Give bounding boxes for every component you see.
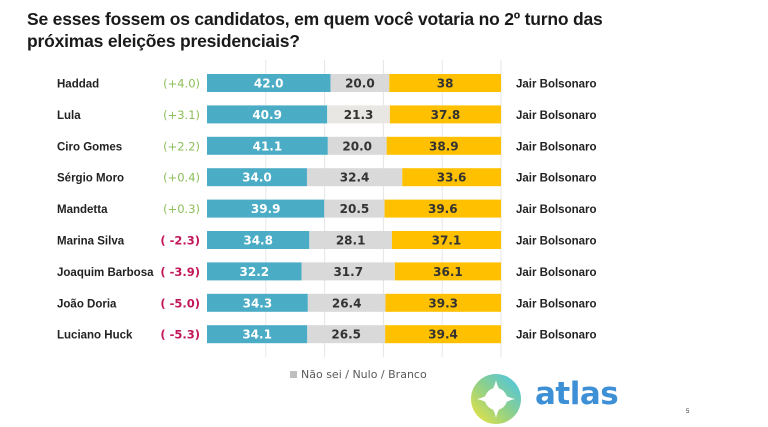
atlas-logo-icon (471, 374, 521, 424)
data-label: 40.9 (252, 108, 282, 122)
opponent-label: Jair Bolsonaro (516, 236, 597, 248)
bar-bolsonaro (402, 168, 501, 187)
data-label: 26.5 (331, 328, 361, 342)
bar-undecided (309, 231, 392, 249)
bar-bolsonaro (385, 293, 501, 312)
candidate-label: Ciro Gomes (57, 141, 122, 153)
delta-label: ( -3.9) (160, 265, 200, 279)
data-label: 34.3 (243, 296, 273, 310)
legend: Não sei / Nulo / Branco (290, 368, 427, 381)
page-number: 5 (686, 409, 690, 415)
bar-bolsonaro (385, 325, 501, 344)
delta-label: (+2.2) (163, 139, 200, 153)
candidate-label: Lula (57, 110, 81, 122)
opponent-label: Jair Bolsonaro (516, 204, 597, 216)
bar-candidate (207, 136, 328, 155)
chart-title: Se esses fossem os candidatos, em quem v… (27, 9, 603, 51)
bar-candidate (207, 105, 328, 124)
bar-undecided (306, 168, 403, 187)
bar-candidate (207, 199, 325, 218)
bar-undecided (301, 262, 395, 281)
data-label: 34.1 (242, 328, 272, 342)
bar-candidate (207, 74, 331, 92)
candidate-label: Mandetta (57, 204, 108, 216)
data-label: 38.9 (429, 139, 459, 153)
bar-candidate (207, 325, 308, 344)
data-label: 39.4 (428, 328, 458, 342)
delta-label: (+4.0) (163, 77, 200, 91)
bar-bolsonaro (391, 231, 501, 249)
data-label: 32.2 (240, 265, 270, 279)
legend-swatch-nao-sei (290, 371, 297, 378)
data-label: 34.8 (243, 234, 273, 248)
bar-bolsonaro (389, 74, 501, 92)
delta-label: ( -5.3) (160, 328, 200, 342)
bar-candidate (207, 293, 308, 312)
opponent-label: Jair Bolsonaro (516, 79, 597, 91)
opponent-label: Jair Bolsonaro (516, 141, 597, 153)
legend-label: Não sei / Nulo / Branco (301, 368, 427, 381)
data-label: 41.1 (253, 139, 283, 153)
bar-undecided (307, 325, 386, 344)
bar-bolsonaro (384, 199, 501, 218)
opponent-label: Jair Bolsonaro (516, 110, 597, 122)
bar-candidate (207, 231, 310, 249)
opponent-label: Jair Bolsonaro (516, 173, 597, 185)
delta-label: ( -5.0) (160, 296, 200, 310)
candidate-label: João Doria (57, 298, 117, 310)
data-label: 37.8 (431, 108, 461, 122)
bar-undecided (324, 199, 385, 218)
data-label: 36.1 (433, 265, 463, 279)
data-label: 38 (437, 77, 454, 91)
data-label: 20.0 (342, 139, 372, 153)
candidate-label: Sérgio Moro (57, 173, 124, 185)
bar-undecided (330, 74, 390, 92)
delta-label: (+3.1) (163, 108, 200, 122)
bar-undecided (327, 105, 390, 124)
delta-label: (+0.3) (163, 202, 200, 216)
data-label: 31.7 (333, 265, 363, 279)
data-label: 33.6 (437, 171, 467, 185)
bar-undecided (307, 293, 386, 312)
candidate-label: Joaquim Barbosa (57, 267, 154, 279)
bar-candidate (207, 168, 307, 187)
data-label: 26.4 (332, 296, 362, 310)
bar-candidate (207, 262, 302, 281)
data-label: 32.4 (340, 171, 370, 185)
candidate-label: Marina Silva (57, 236, 125, 248)
delta-label: ( -2.3) (160, 234, 200, 248)
data-label: 39.3 (428, 296, 458, 310)
candidate-label: Luciano Huck (57, 330, 133, 342)
data-label: 20.5 (340, 202, 370, 216)
bar-undecided (327, 136, 387, 155)
data-label: 39.6 (428, 202, 458, 216)
data-label: 34.0 (242, 171, 272, 185)
data-label: 39.9 (251, 202, 281, 216)
atlas-logo-text: atlas (535, 376, 619, 412)
delta-label: (+0.4) (163, 171, 200, 185)
opponent-label: Jair Bolsonaro (516, 330, 597, 342)
bar-bolsonaro (394, 262, 501, 281)
data-label: 20.0 (345, 77, 375, 91)
opponent-label: Jair Bolsonaro (516, 267, 597, 279)
data-label: 37.1 (432, 234, 462, 248)
bar-bolsonaro (386, 136, 501, 155)
data-label: 28.1 (336, 234, 366, 248)
candidate-label: Haddad (57, 79, 99, 91)
data-label: 42.0 (254, 77, 284, 91)
data-label: 21.3 (344, 108, 374, 122)
bar-bolsonaro (389, 105, 501, 124)
opponent-label: Jair Bolsonaro (516, 298, 597, 310)
